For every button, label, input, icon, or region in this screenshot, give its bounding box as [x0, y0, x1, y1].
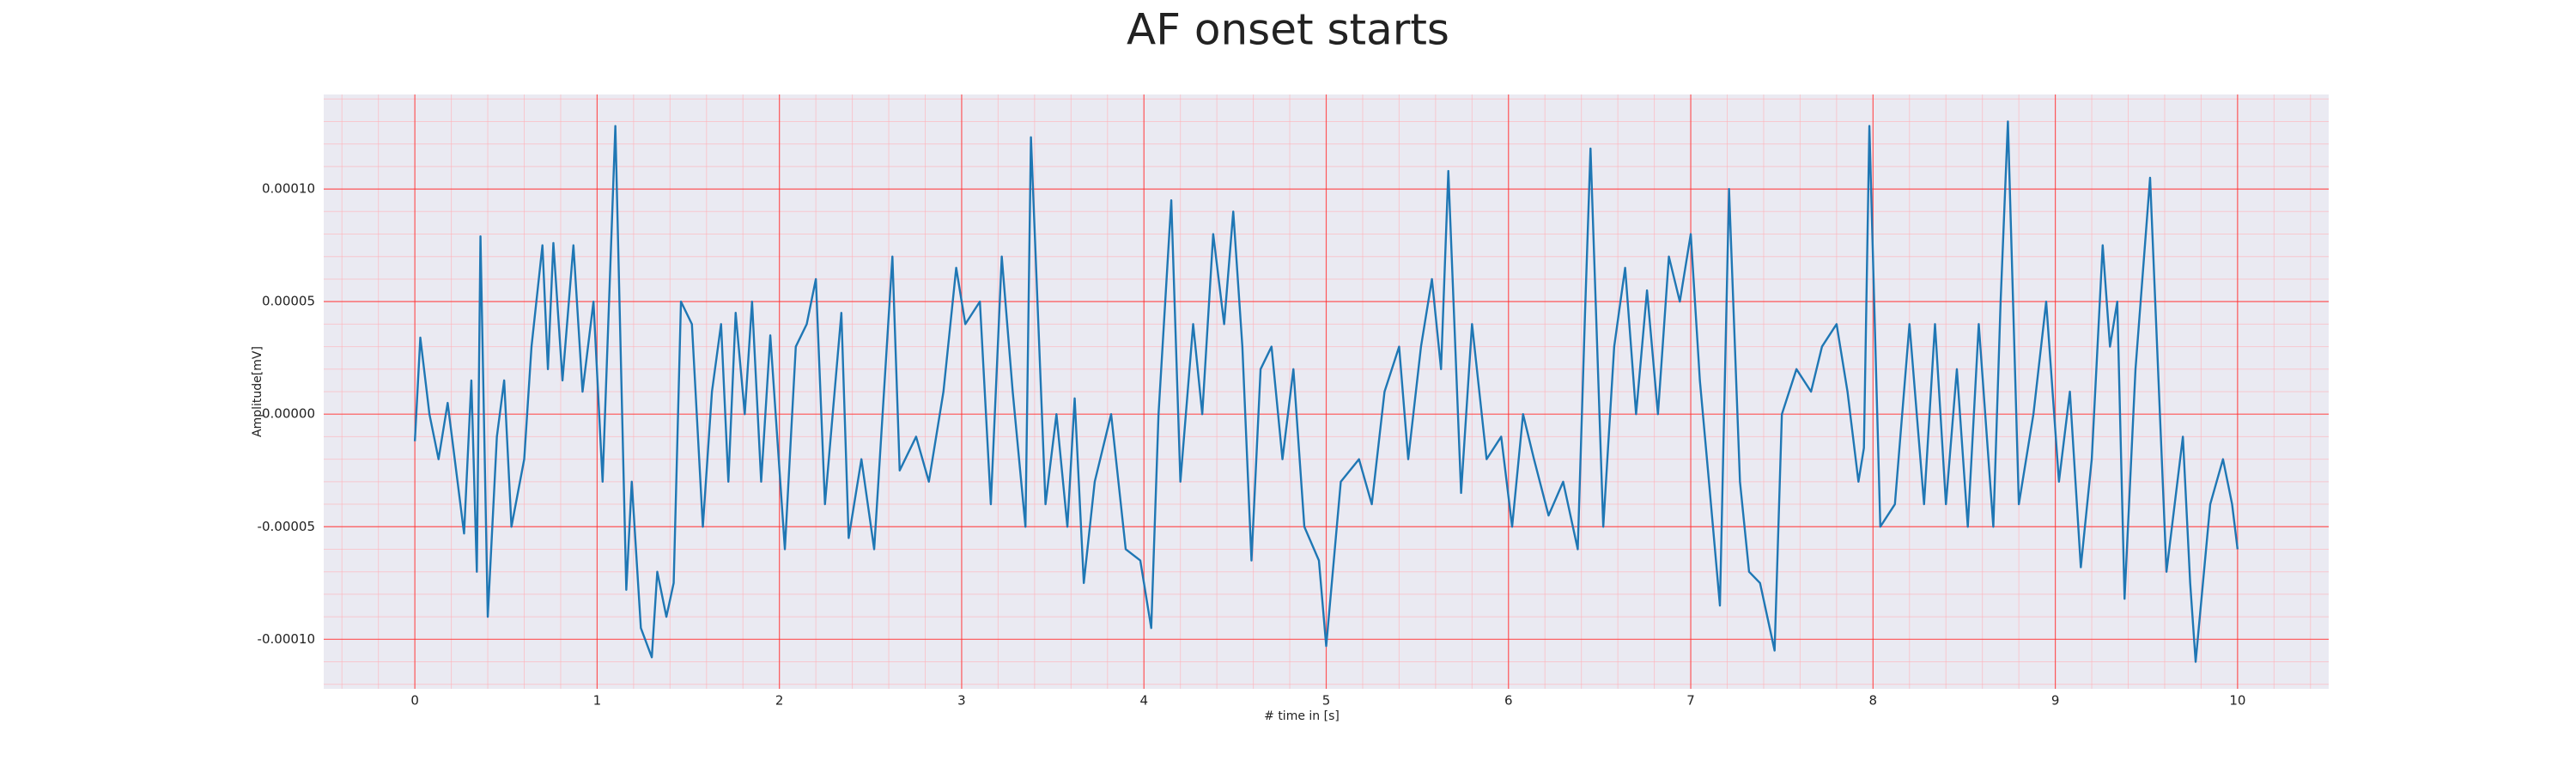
y-tick-label: 0.00000	[262, 406, 315, 422]
x-tick-label: 8	[1869, 693, 1878, 709]
x-tick-label: 0	[410, 693, 419, 709]
x-tick-label: 4	[1139, 693, 1148, 709]
x-axis-label: # time in [s]	[1264, 709, 1340, 723]
y-tick-label: 0.00005	[262, 294, 315, 309]
x-tick-label: 2	[775, 693, 784, 709]
y-tick-label: -0.00005	[258, 519, 315, 534]
y-axis-label: Amplitude[mV]	[251, 346, 264, 437]
y-tick-label: -0.00010	[258, 631, 315, 647]
x-tick-label: 10	[2229, 693, 2245, 709]
x-tick-label: 5	[1322, 693, 1331, 709]
y-tick-label: 0.00010	[262, 181, 315, 197]
x-tick-label: 1	[593, 693, 602, 709]
x-tick-label: 7	[1686, 693, 1695, 709]
x-tick-label: 9	[2051, 693, 2060, 709]
signal-line	[413, 120, 2239, 663]
x-tick-label: 3	[957, 693, 966, 709]
x-tick-label: 6	[1504, 693, 1513, 709]
chart-title: AF onset starts	[1127, 5, 1449, 55]
